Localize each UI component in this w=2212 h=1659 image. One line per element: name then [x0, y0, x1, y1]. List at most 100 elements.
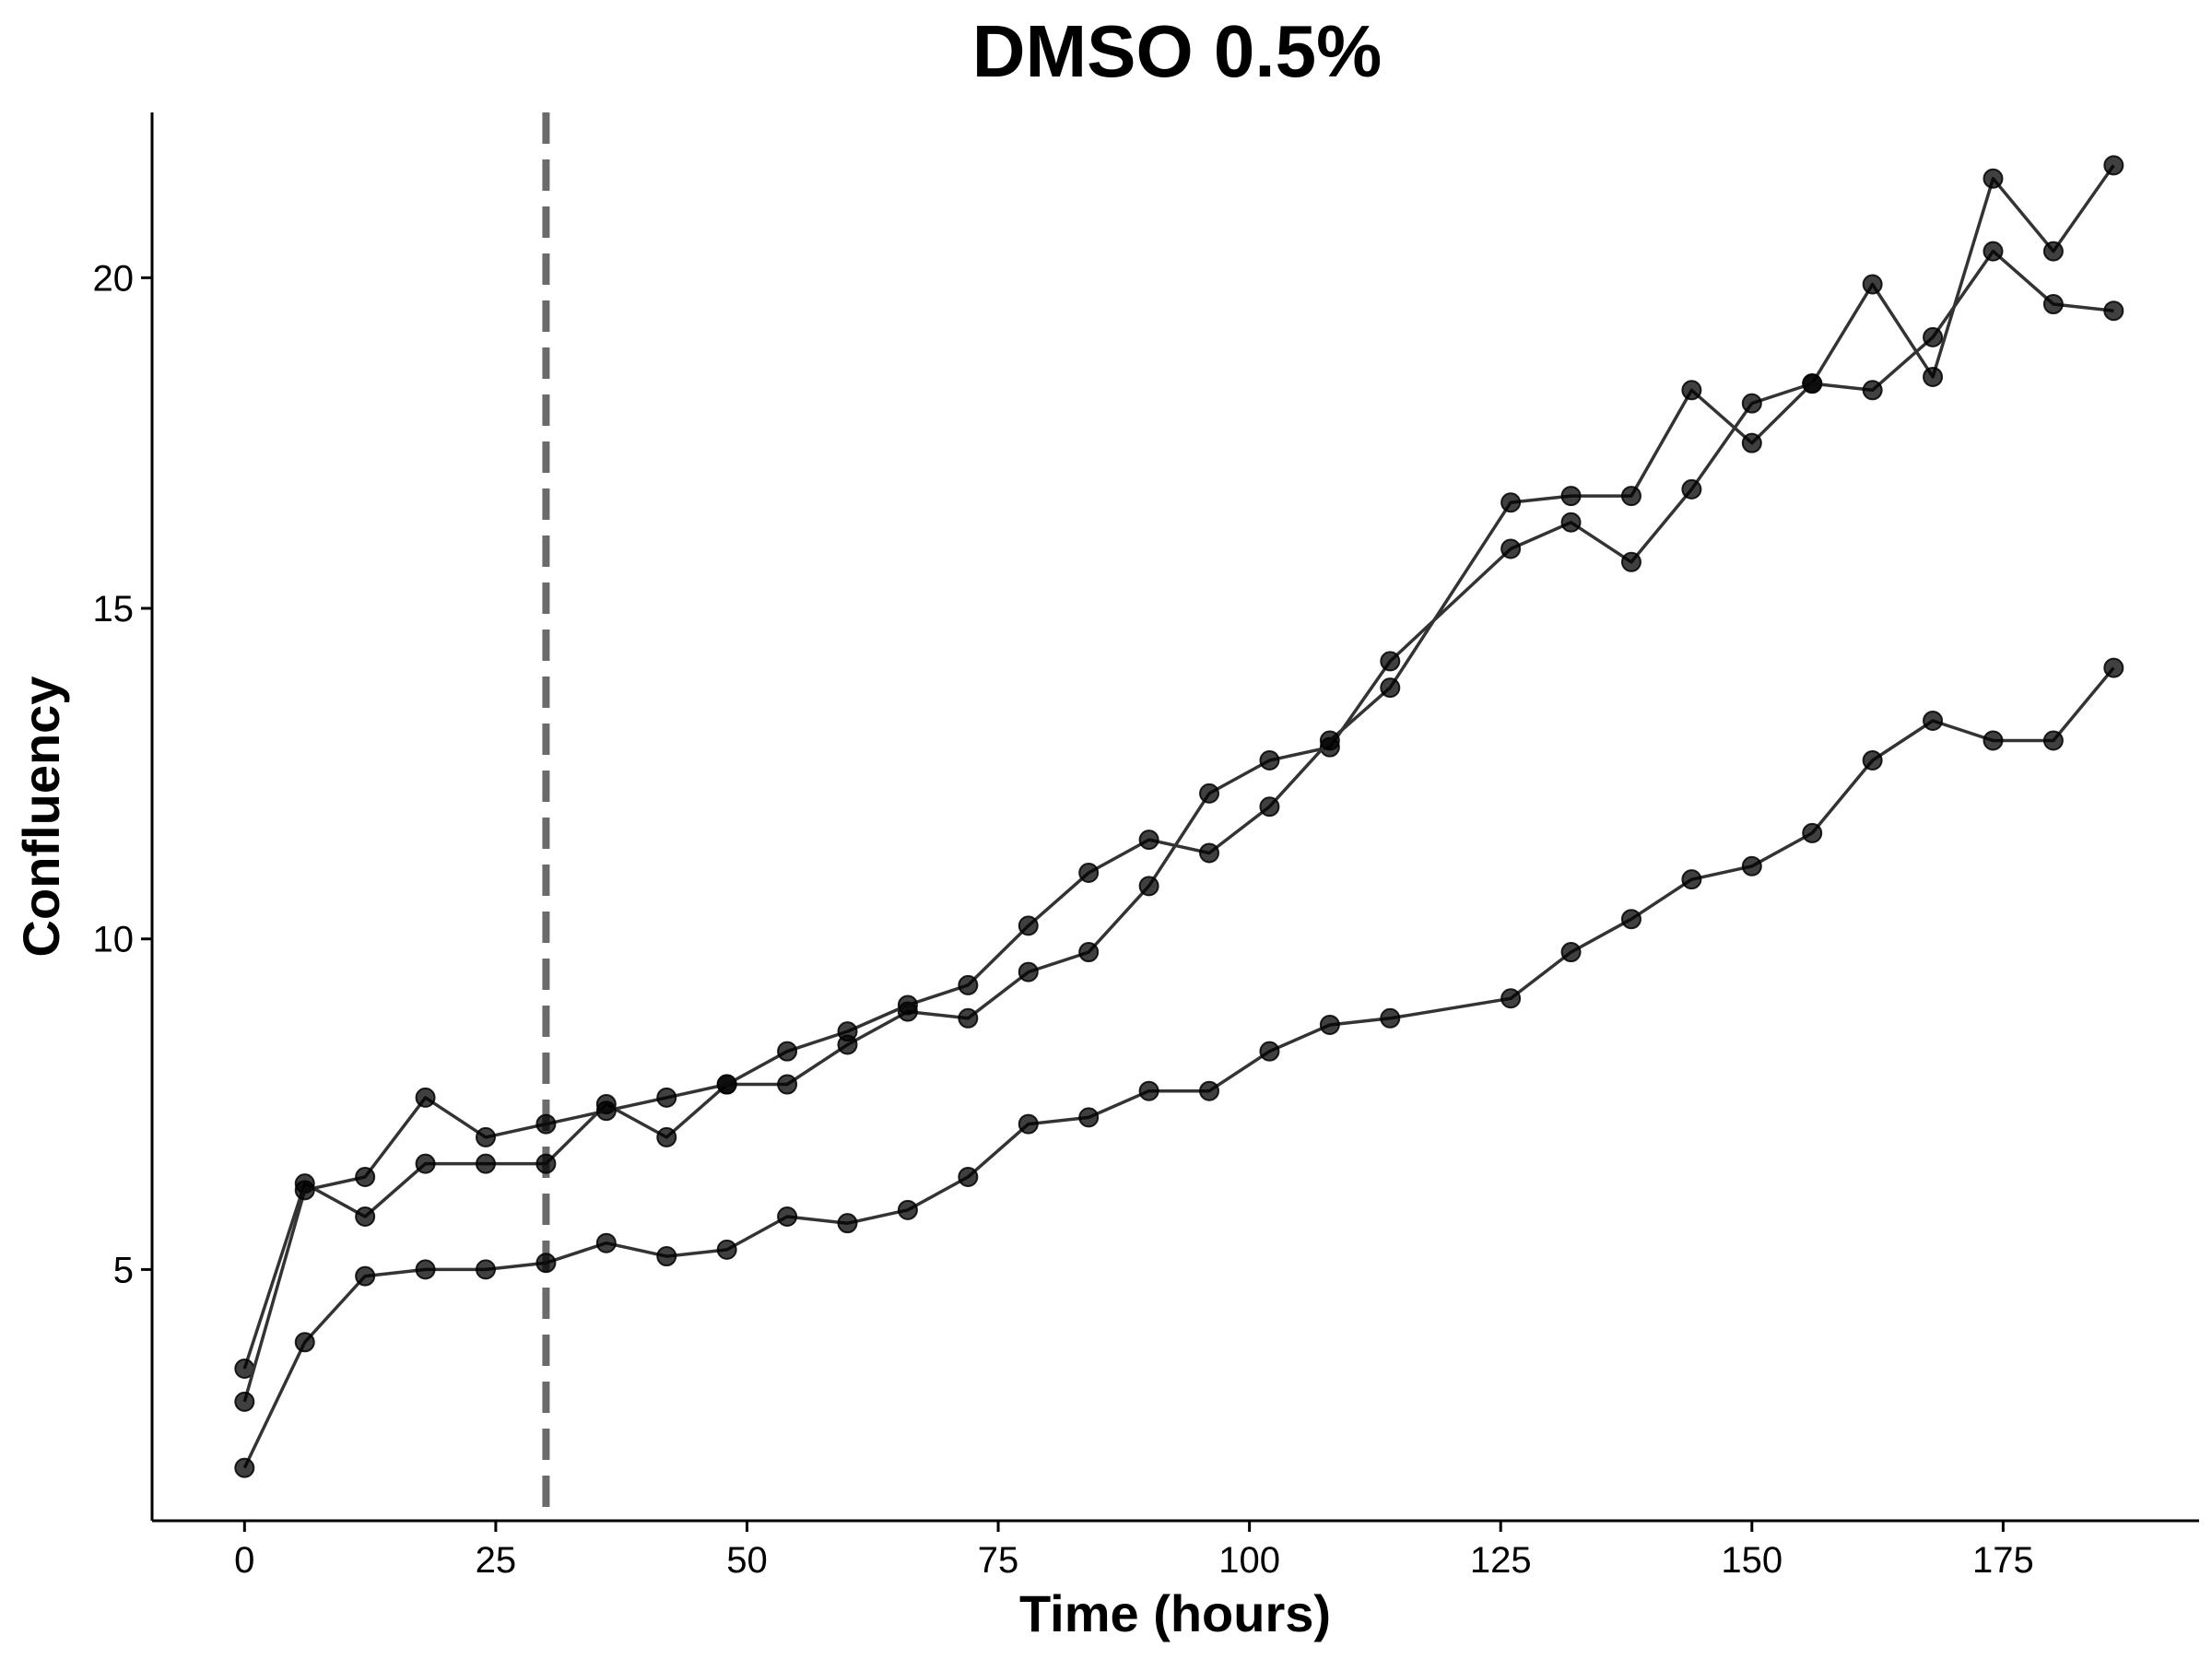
- data-point: [1138, 876, 1159, 897]
- data-point: [2103, 155, 2124, 176]
- series-line: [242, 249, 2114, 1403]
- data-point: [837, 1021, 858, 1042]
- chart-title: DMSO 0.5%: [972, 10, 1382, 92]
- data-point: [1923, 366, 1944, 387]
- data-point: [595, 1100, 617, 1122]
- data-point: [1560, 512, 1582, 533]
- data-point: [958, 974, 979, 995]
- data-point: [656, 1126, 677, 1147]
- data-point: [777, 1041, 798, 1062]
- y-axis-ticks: 5 10 15 20: [93, 258, 152, 1290]
- data-point: [958, 1007, 979, 1029]
- data-point: [1319, 730, 1340, 751]
- data-point: [2103, 300, 2124, 322]
- plot-area: [234, 112, 2124, 1521]
- data-point: [1983, 241, 2004, 262]
- data-point: [716, 1074, 737, 1095]
- data-point: [1802, 822, 1823, 843]
- data-point: [234, 1391, 255, 1412]
- data-point: [1923, 710, 1944, 731]
- data-point: [1500, 988, 1522, 1009]
- y-tick-label: 15: [93, 589, 135, 629]
- series-3: [234, 657, 2124, 1478]
- data-point: [1500, 538, 1522, 559]
- data-point: [1862, 380, 1883, 401]
- data-point: [2042, 730, 2064, 751]
- data-point: [1018, 915, 1039, 936]
- x-axis-ticks: 0 25 50 75 100 125 150 175: [234, 1521, 2034, 1581]
- data-point: [475, 1153, 496, 1174]
- data-point: [355, 1206, 376, 1228]
- data-point: [1862, 750, 1883, 771]
- data-point: [1199, 1080, 1220, 1101]
- data-point: [2042, 241, 2064, 262]
- data-point: [1560, 486, 1582, 507]
- data-point: [1681, 869, 1702, 890]
- series-line: [242, 164, 2115, 1370]
- data-point: [355, 1265, 376, 1287]
- series-line: [242, 666, 2115, 1469]
- data-point: [1560, 942, 1582, 963]
- data-point: [1923, 326, 1944, 347]
- data-point: [897, 1199, 918, 1220]
- data-point: [1199, 782, 1220, 804]
- data-point: [1078, 1107, 1100, 1128]
- data-point: [958, 1166, 979, 1187]
- data-point: [1862, 274, 1883, 295]
- data-point: [415, 1259, 436, 1280]
- y-tick-label: 5: [113, 1250, 134, 1290]
- data-point: [1259, 796, 1280, 818]
- data-point: [355, 1166, 376, 1187]
- data-point: [1983, 168, 2004, 189]
- data-point: [294, 1332, 315, 1353]
- data-point: [2042, 294, 2064, 315]
- y-tick-label: 10: [93, 920, 135, 960]
- data-point: [777, 1074, 798, 1095]
- data-point: [656, 1087, 677, 1108]
- data-point: [1078, 862, 1100, 883]
- data-point: [1259, 750, 1280, 771]
- x-tick-label: 0: [234, 1540, 254, 1581]
- data-point: [1983, 730, 2004, 751]
- data-point: [1380, 651, 1401, 672]
- x-tick-label: 175: [1972, 1540, 2034, 1581]
- x-tick-label: 150: [1721, 1540, 1783, 1581]
- data-point: [777, 1206, 798, 1228]
- data-point: [1380, 1007, 1401, 1029]
- data-point: [234, 1457, 255, 1478]
- data-point: [294, 1180, 315, 1201]
- data-point: [415, 1087, 436, 1108]
- data-point: [535, 1153, 557, 1174]
- data-point: [1741, 393, 1762, 414]
- data-point: [1620, 486, 1641, 507]
- data-point: [1259, 1041, 1280, 1062]
- x-tick-label: 125: [1470, 1540, 1532, 1581]
- series-1: [234, 155, 2124, 1380]
- data-point: [656, 1246, 677, 1267]
- series-2: [234, 241, 2124, 1412]
- data-point: [1138, 1080, 1159, 1101]
- data-point: [1681, 478, 1702, 500]
- y-axis-label: Confluency: [12, 677, 70, 958]
- data-point: [415, 1153, 436, 1174]
- data-point: [1741, 855, 1762, 877]
- x-tick-label: 50: [726, 1540, 768, 1581]
- data-point: [1138, 830, 1159, 851]
- data-point: [1199, 842, 1220, 864]
- x-tick-label: 75: [978, 1540, 1019, 1581]
- data-point: [1078, 942, 1100, 963]
- data-point: [1620, 551, 1641, 572]
- data-point: [1620, 909, 1641, 930]
- x-tick-label: 25: [476, 1540, 517, 1581]
- data-point: [475, 1126, 496, 1147]
- data-point: [475, 1259, 496, 1280]
- data-point: [535, 1113, 557, 1135]
- x-axis-label: Time (hours): [1019, 1584, 1331, 1642]
- data-point: [1500, 492, 1522, 513]
- data-point: [535, 1253, 557, 1274]
- data-point: [1380, 677, 1401, 699]
- data-point: [837, 1213, 858, 1234]
- data-point: [897, 994, 918, 1016]
- data-point: [1319, 1014, 1340, 1035]
